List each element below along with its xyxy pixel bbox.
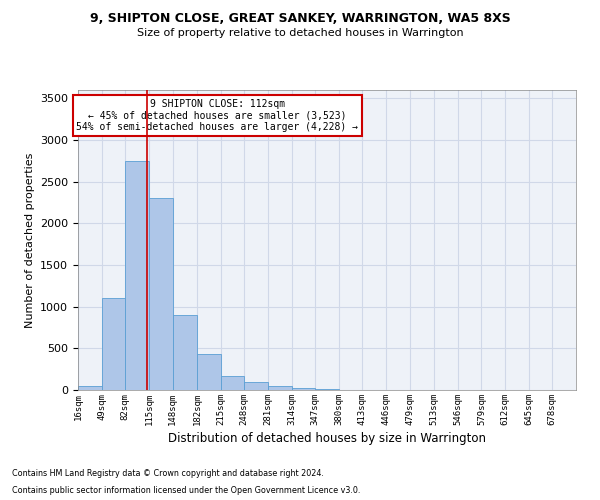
Text: Contains HM Land Registry data © Crown copyright and database right 2024.: Contains HM Land Registry data © Crown c… xyxy=(12,468,324,477)
Bar xyxy=(173,315,197,390)
Bar xyxy=(125,161,149,390)
Bar xyxy=(315,389,339,390)
Bar xyxy=(221,376,244,390)
Bar xyxy=(244,382,268,390)
Text: Contains public sector information licensed under the Open Government Licence v3: Contains public sector information licen… xyxy=(12,486,361,495)
Text: 9, SHIPTON CLOSE, GREAT SANKEY, WARRINGTON, WA5 8XS: 9, SHIPTON CLOSE, GREAT SANKEY, WARRINGT… xyxy=(89,12,511,26)
Bar xyxy=(149,198,173,390)
X-axis label: Distribution of detached houses by size in Warrington: Distribution of detached houses by size … xyxy=(168,432,486,445)
Bar xyxy=(101,298,125,390)
Bar xyxy=(197,354,221,390)
Text: 9 SHIPTON CLOSE: 112sqm
← 45% of detached houses are smaller (3,523)
54% of semi: 9 SHIPTON CLOSE: 112sqm ← 45% of detache… xyxy=(76,99,358,132)
Bar xyxy=(78,386,101,390)
Bar xyxy=(268,386,292,390)
Y-axis label: Number of detached properties: Number of detached properties xyxy=(25,152,35,328)
Bar xyxy=(292,388,315,390)
Text: Size of property relative to detached houses in Warrington: Size of property relative to detached ho… xyxy=(137,28,463,38)
